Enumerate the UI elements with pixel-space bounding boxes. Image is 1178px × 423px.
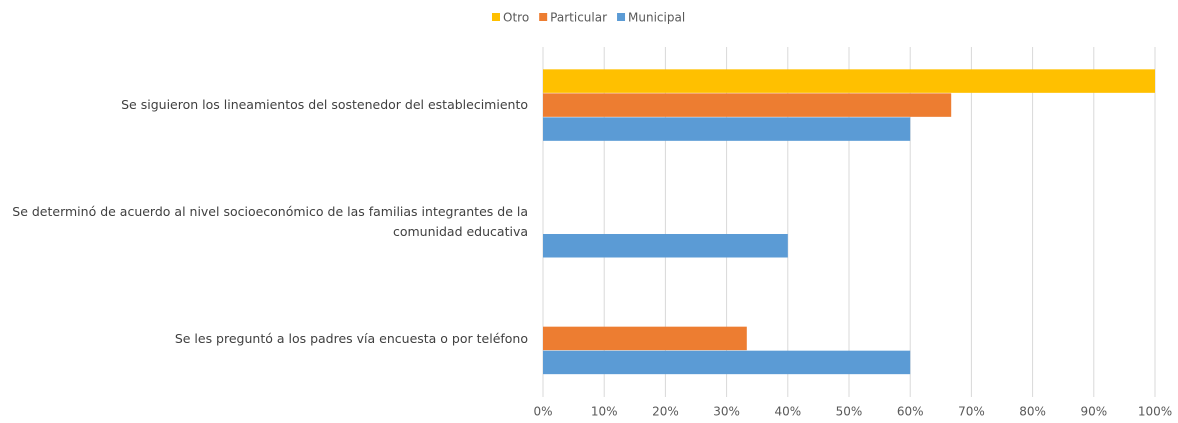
- bar: [543, 69, 1155, 93]
- legend-label: Particular: [550, 11, 607, 25]
- bar: [543, 117, 911, 141]
- legend-swatch: [539, 13, 548, 21]
- x-tick-label: 60%: [897, 405, 924, 419]
- x-tick-label: 40%: [774, 405, 801, 419]
- legend-label: Municipal: [628, 11, 685, 25]
- x-tick-label: 0%: [533, 405, 552, 419]
- category-label: Se determinó de acuerdo al nivel socioec…: [12, 204, 528, 239]
- x-tick-label: 90%: [1080, 405, 1107, 419]
- x-tick-label: 70%: [958, 405, 985, 419]
- bar: [543, 93, 952, 117]
- bar: [543, 350, 911, 375]
- x-tick-label: 100%: [1138, 405, 1172, 419]
- x-tick-label: 50%: [836, 405, 863, 419]
- x-tick-label: 80%: [1019, 405, 1046, 419]
- x-tick-label: 20%: [652, 405, 679, 419]
- bar: [543, 234, 788, 258]
- x-tick-label: 10%: [591, 405, 618, 419]
- legend-swatch: [617, 13, 626, 21]
- legend-label: Otro: [503, 11, 529, 25]
- legend-swatch: [492, 13, 500, 21]
- category-label: Se siguieron los lineamientos del sosten…: [121, 97, 528, 113]
- bar: [543, 326, 747, 351]
- x-tick-label: 30%: [713, 405, 740, 419]
- category-label: Se les preguntó a los padres vía encuest…: [174, 330, 528, 346]
